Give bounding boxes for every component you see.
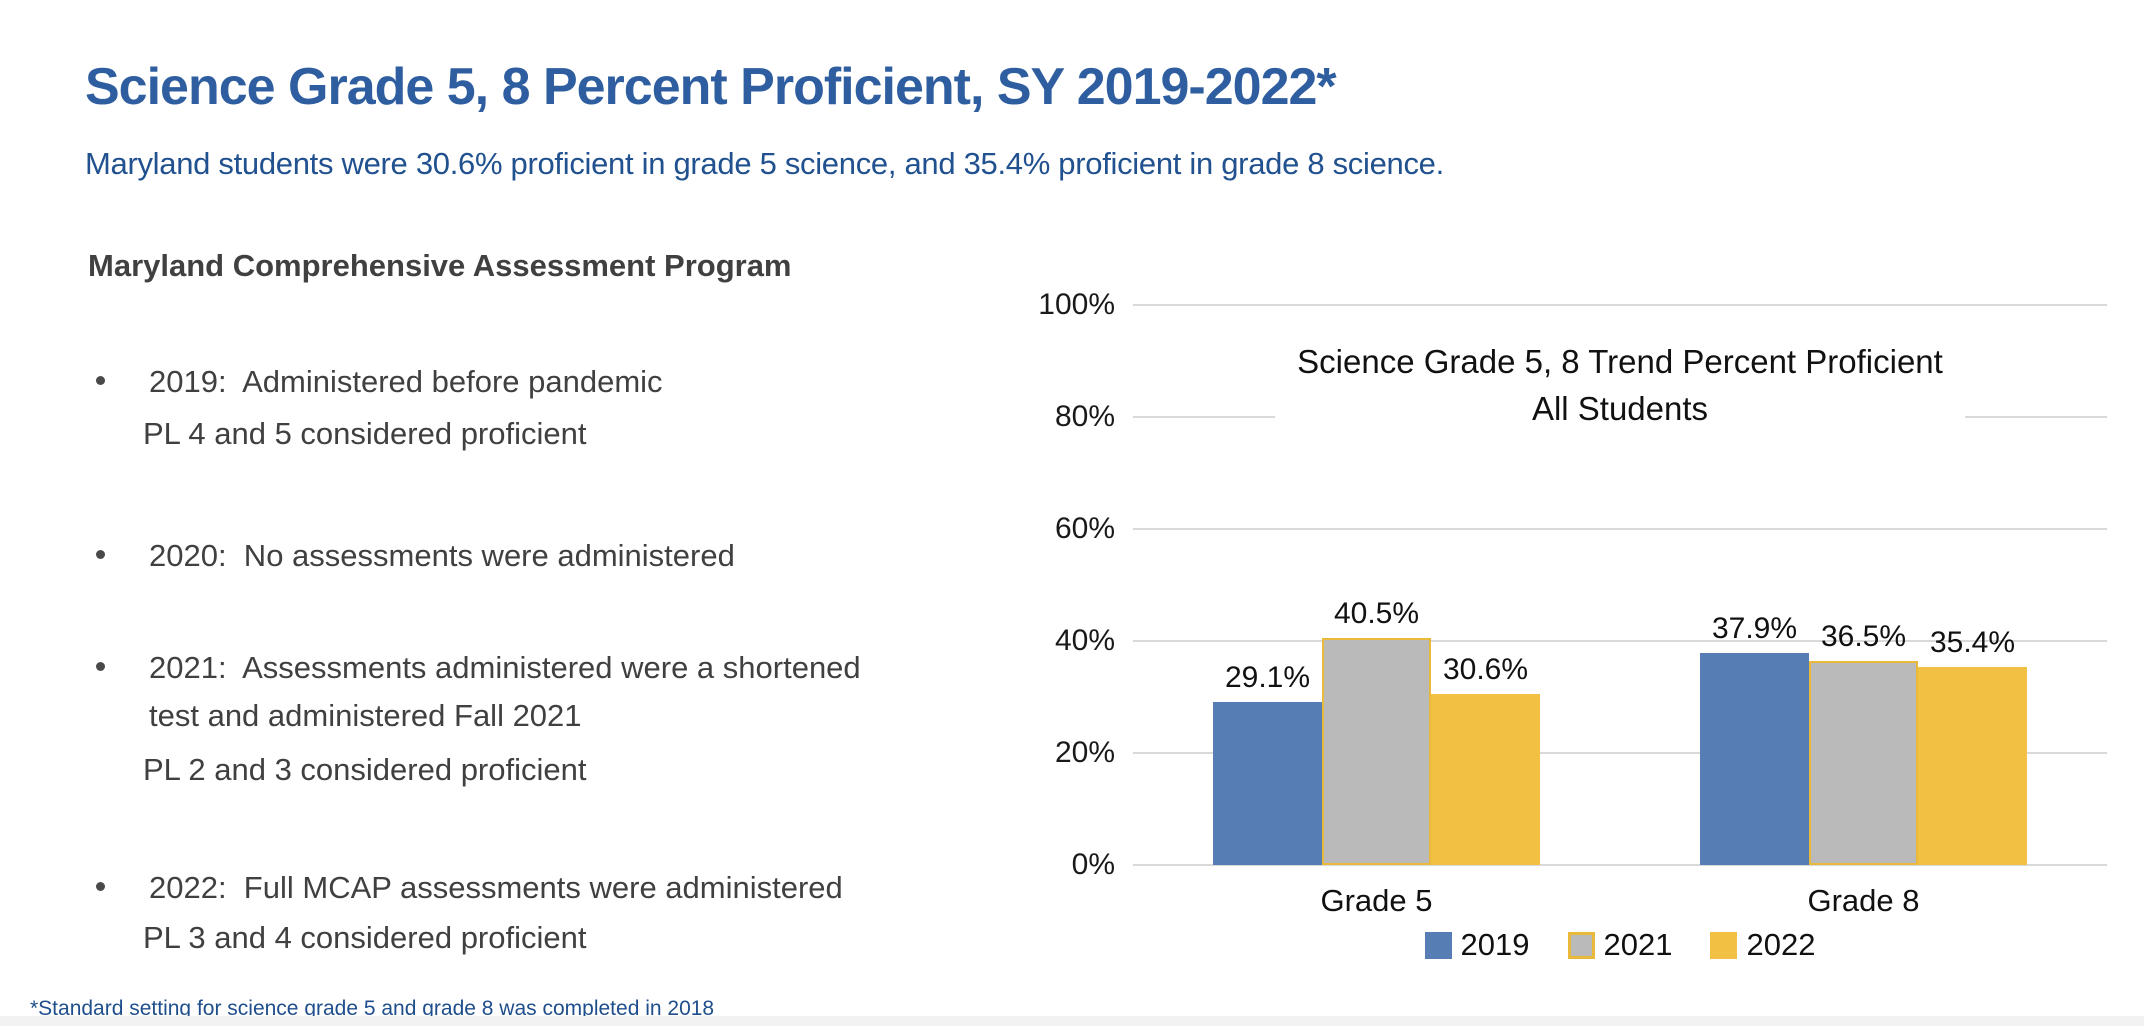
bar-2021: [1809, 660, 1918, 865]
legend-item-2019: 2019: [1424, 927, 1530, 963]
bullet-dot-icon: [96, 550, 105, 559]
bullet-2019-text: 2019: Administered before pandemic: [149, 364, 663, 399]
bar-slot: 37.9%: [1700, 305, 1809, 865]
bottom-strip: [0, 1016, 2144, 1026]
gridline: [1133, 304, 2107, 306]
footnote: *Standard setting for science grade 5 an…: [30, 997, 715, 1020]
bar-slot: 29.1%: [1213, 305, 1322, 865]
bullet-dot-icon: [96, 882, 105, 891]
bullet-2019-subtext: PL 4 and 5 considered proficient: [143, 416, 587, 451]
chart-title: Science Grade 5, 8 Trend Percent Profici…: [1275, 335, 1965, 437]
assessment-program-heading: Maryland Comprehensive Assessment Progra…: [88, 248, 792, 283]
gridline: [1133, 640, 2107, 642]
bar-slot: 35.4%: [1918, 305, 2027, 865]
gridline: [1133, 528, 2107, 530]
bullet-2020: 2020: No assessments were administered: [88, 532, 735, 580]
legend-label: 2019: [1460, 927, 1530, 962]
chart-title-line1: Science Grade 5, 8 Trend Percent Profici…: [1297, 343, 1943, 380]
bar-slot: 36.5%: [1809, 305, 1918, 865]
bar-2021: [1322, 638, 1431, 865]
bullet-2021-subtext: PL 2 and 3 considered proficient: [143, 752, 587, 787]
y-axis-tick-label: 100%: [1038, 288, 1115, 321]
bar-2022: [1431, 693, 1540, 865]
legend-item-2021: 2021: [1567, 927, 1673, 963]
y-axis-tick-label: 80%: [1054, 400, 1115, 433]
bar-group-grade-5: 29.1% 40.5% 30.6%: [1213, 305, 1540, 865]
bar-chart: 100% 80% 60% 40% 20% 0% 29.1% 40.5% 30.6% 37.9% 3…: [1005, 288, 2130, 1003]
y-axis-tick-label: 20%: [1054, 736, 1115, 769]
y-axis-tick-label: 0%: [1071, 848, 1115, 881]
bullet-2019: 2019: Administered before pandemic: [88, 358, 663, 406]
bullet-dot-icon: [96, 662, 105, 671]
legend-swatch-icon: [1424, 931, 1452, 959]
bar-2019: [1213, 702, 1322, 865]
data-label: 30.6%: [1442, 652, 1529, 686]
gridline: [1133, 752, 2107, 754]
chart-title-line2: All Students: [1531, 389, 1709, 427]
y-axis-tick-label: 40%: [1054, 624, 1115, 657]
x-axis-label: Grade 5: [1320, 883, 1433, 918]
page-title: Science Grade 5, 8 Percent Proficient, S…: [85, 57, 1337, 116]
y-axis-tick-label: 60%: [1054, 512, 1115, 545]
bar-slot: 40.5%: [1322, 305, 1431, 865]
plot-area: 100% 80% 60% 40% 20% 0% 29.1% 40.5% 30.6% 37.9% 3…: [1038, 288, 2107, 881]
data-label: 29.1%: [1224, 661, 1311, 695]
data-label: 36.5%: [1820, 619, 1907, 653]
bar-2022: [1918, 666, 2027, 865]
bar-slot: 30.6%: [1431, 305, 1540, 865]
x-axis-label: Grade 8: [1807, 883, 1920, 918]
bars: 29.1% 40.5% 30.6% 37.9% 36.5% 35.4%: [1133, 305, 2107, 865]
bullet-2022-text: 2022: Full MCAP assessments were adminis…: [149, 870, 843, 905]
data-label: 40.5%: [1333, 597, 1420, 631]
slide-subtitle: Maryland students were 30.6% proficient …: [85, 146, 1444, 181]
bar-group-grade-8: 37.9% 36.5% 35.4%: [1700, 305, 2027, 865]
bullet-dot-icon: [96, 376, 105, 385]
bullet-2022-subtext: PL 3 and 4 considered proficient: [143, 920, 587, 955]
bullet-2022: 2022: Full MCAP assessments were adminis…: [88, 864, 843, 912]
chart-legend: 2019 2021 2022: [1133, 927, 2107, 963]
legend-label: 2021: [1603, 927, 1673, 962]
bullet-2020-text: 2020: No assessments were administered: [149, 538, 735, 573]
gridline: [1133, 864, 2107, 866]
data-label: 35.4%: [1929, 625, 2016, 659]
legend-swatch-icon: [1567, 931, 1595, 959]
legend-swatch-icon: [1710, 931, 1738, 959]
bar-2019: [1700, 652, 1809, 865]
data-label: 37.9%: [1711, 611, 1798, 645]
bullet-2021-text: 2021: Assessments administered were a sh…: [149, 650, 861, 734]
legend-label: 2022: [1746, 927, 1816, 962]
bullet-2021: 2021: Assessments administered were a sh…: [88, 644, 861, 740]
x-axis-labels: Grade 5 Grade 8: [1133, 883, 2107, 919]
legend-item-2022: 2022: [1710, 927, 1815, 963]
